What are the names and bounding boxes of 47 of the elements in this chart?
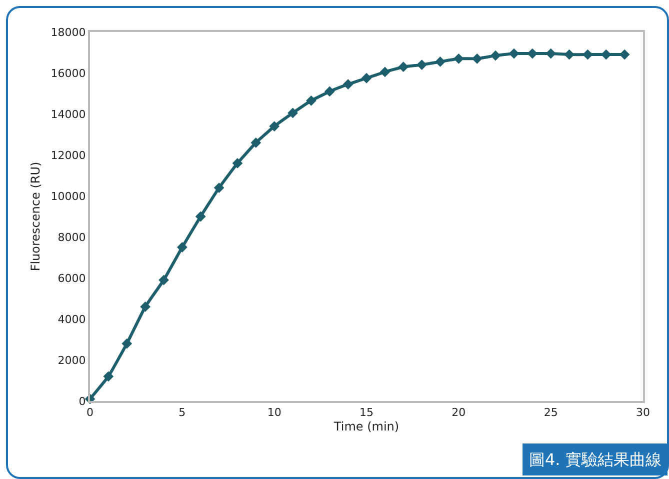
x-tick-label: 25 bbox=[544, 406, 558, 420]
point bbox=[435, 56, 446, 67]
point bbox=[508, 48, 520, 59]
x-tick-label: 20 bbox=[452, 406, 466, 420]
y-tick-label: 2000 bbox=[58, 354, 86, 367]
y-tick-label: 0 bbox=[78, 394, 86, 408]
point bbox=[361, 72, 372, 84]
x-tick-label: 10 bbox=[267, 406, 282, 420]
x-tick-label: 15 bbox=[360, 406, 374, 420]
y-tick-label: 12000 bbox=[50, 148, 86, 162]
point bbox=[195, 211, 206, 222]
x-tick-label: 30 bbox=[636, 406, 650, 420]
y-tick-label: 16000 bbox=[50, 66, 86, 80]
point bbox=[453, 53, 464, 64]
point bbox=[269, 121, 280, 132]
point bbox=[232, 158, 243, 168]
y-tick-label: 18000 bbox=[50, 26, 86, 39]
x-axis-title: Time (min) bbox=[332, 420, 400, 434]
point bbox=[564, 49, 574, 60]
y-axis-title: Fluorescence (RU) bbox=[28, 162, 43, 272]
point bbox=[619, 49, 630, 60]
point bbox=[342, 79, 354, 90]
y-tick-label: 14000 bbox=[50, 108, 86, 121]
point bbox=[122, 338, 132, 349]
point bbox=[158, 274, 169, 286]
point bbox=[582, 49, 593, 60]
y-tick-label: 10000 bbox=[50, 190, 86, 203]
point bbox=[103, 371, 114, 382]
y-tick-label: 4000 bbox=[58, 312, 86, 326]
point bbox=[250, 138, 262, 148]
point bbox=[288, 108, 298, 118]
point bbox=[472, 53, 482, 64]
point bbox=[380, 66, 390, 78]
y-tick-label: 6000 bbox=[58, 272, 86, 285]
x-tick-label: 5 bbox=[178, 406, 186, 420]
point bbox=[490, 50, 501, 61]
point bbox=[398, 62, 409, 72]
point bbox=[527, 48, 538, 59]
caption: 圖4. 實驗結果曲線 bbox=[529, 450, 662, 469]
point bbox=[546, 48, 556, 59]
y-tick-label: 8000 bbox=[58, 230, 86, 244]
point bbox=[176, 242, 188, 252]
point bbox=[214, 182, 224, 193]
point bbox=[140, 302, 150, 312]
point bbox=[306, 95, 316, 106]
point bbox=[324, 86, 335, 97]
point bbox=[416, 60, 427, 70]
